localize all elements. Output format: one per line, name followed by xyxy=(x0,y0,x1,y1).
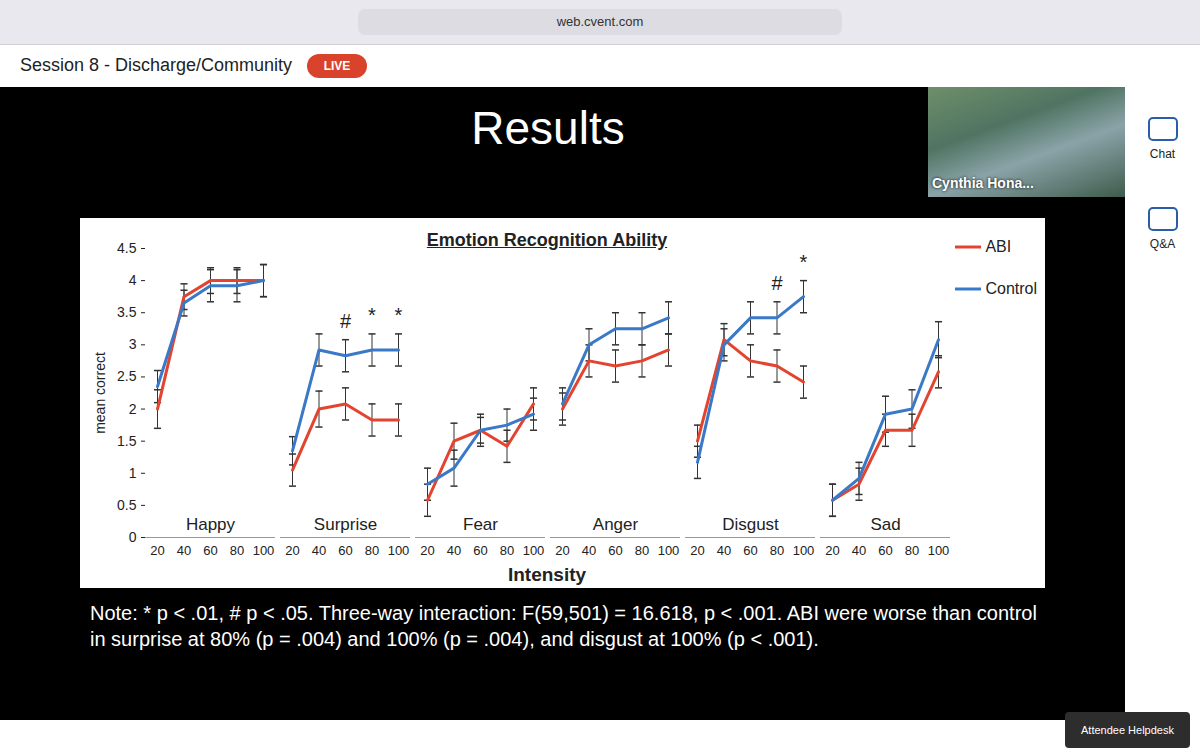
svg-text:100: 100 xyxy=(388,543,410,558)
svg-text:80: 80 xyxy=(230,543,244,558)
html-text:ABI: ABI xyxy=(985,238,1012,255)
svg-text:4: 4 xyxy=(129,272,137,288)
svg-text:40: 40 xyxy=(717,543,731,558)
svg-text:100: 100 xyxy=(928,543,950,558)
html-text:Q&A: Q&A xyxy=(1149,237,1176,251)
svg-text:1.5: 1.5 xyxy=(117,433,137,449)
html-text:Cynthia Hona...: Cynthia Hona... xyxy=(932,175,1034,191)
svg-text:80: 80 xyxy=(500,543,514,558)
svg-text:0: 0 xyxy=(129,529,137,545)
svg-text:#: # xyxy=(771,272,783,294)
svg-text:80: 80 xyxy=(365,543,379,558)
svg-text:20: 20 xyxy=(555,543,569,558)
svg-text:20: 20 xyxy=(690,543,704,558)
html-text:Chat: Chat xyxy=(1149,147,1176,161)
svg-text:20: 20 xyxy=(420,543,434,558)
svg-text:40: 40 xyxy=(852,543,866,558)
svg-text:*: * xyxy=(368,304,376,326)
html-text:Results: Results xyxy=(471,102,625,154)
svg-text:40: 40 xyxy=(447,543,461,558)
svg-text:Surprise: Surprise xyxy=(314,515,377,534)
svg-text:4.5: 4.5 xyxy=(117,240,137,256)
svg-text:*: * xyxy=(800,251,808,273)
svg-text:60: 60 xyxy=(608,543,622,558)
svg-text:60: 60 xyxy=(878,543,892,558)
svg-text:60: 60 xyxy=(473,543,487,558)
svg-text:20: 20 xyxy=(825,543,839,558)
svg-text:2: 2 xyxy=(129,401,137,417)
svg-text:Sad: Sad xyxy=(870,515,900,534)
svg-text:100: 100 xyxy=(793,543,815,558)
svg-text:60: 60 xyxy=(203,543,217,558)
svg-text:#: # xyxy=(340,310,352,332)
html-text:web.cvent.com: web.cvent.com xyxy=(556,14,644,29)
svg-text:2.5: 2.5 xyxy=(117,368,137,384)
svg-text:100: 100 xyxy=(523,543,545,558)
svg-text:60: 60 xyxy=(338,543,352,558)
svg-text:100: 100 xyxy=(658,543,680,558)
svg-text:100: 100 xyxy=(253,543,275,558)
svg-text:80: 80 xyxy=(905,543,919,558)
svg-text:40: 40 xyxy=(177,543,191,558)
svg-text:3.5: 3.5 xyxy=(117,304,137,320)
svg-text:Anger: Anger xyxy=(593,515,639,534)
html-text:Emotion Recognition Ability: Emotion Recognition Ability xyxy=(426,230,668,250)
svg-text:Happy: Happy xyxy=(186,515,236,534)
svg-text:Fear: Fear xyxy=(463,515,498,534)
svg-text:*: * xyxy=(395,304,403,326)
svg-text:40: 40 xyxy=(582,543,596,558)
html-text:LIVE: LIVE xyxy=(323,59,351,73)
html-text:Note: * p < .01, # p < .05. Th: Note: * p < .01, # p < .05. Three-way in… xyxy=(90,602,1037,650)
svg-text:20: 20 xyxy=(150,543,164,558)
svg-text:mean correct: mean correct xyxy=(92,352,108,434)
svg-text:40: 40 xyxy=(312,543,326,558)
svg-text:60: 60 xyxy=(743,543,757,558)
html-text:Session 8 - Discharge/Communit: Session 8 - Discharge/Community xyxy=(20,55,293,75)
svg-text:80: 80 xyxy=(770,543,784,558)
svg-text:20: 20 xyxy=(285,543,299,558)
html-text:Intensity: Intensity xyxy=(507,564,587,585)
svg-text:80: 80 xyxy=(635,543,649,558)
svg-text:3: 3 xyxy=(129,336,137,352)
svg-text:0.5: 0.5 xyxy=(117,497,137,513)
svg-text:1: 1 xyxy=(129,465,137,481)
html-text:Control: Control xyxy=(985,280,1037,297)
svg-text:Disgust: Disgust xyxy=(722,515,779,534)
html-text:Attendee Helpdesk: Attendee Helpdesk xyxy=(1081,724,1174,736)
